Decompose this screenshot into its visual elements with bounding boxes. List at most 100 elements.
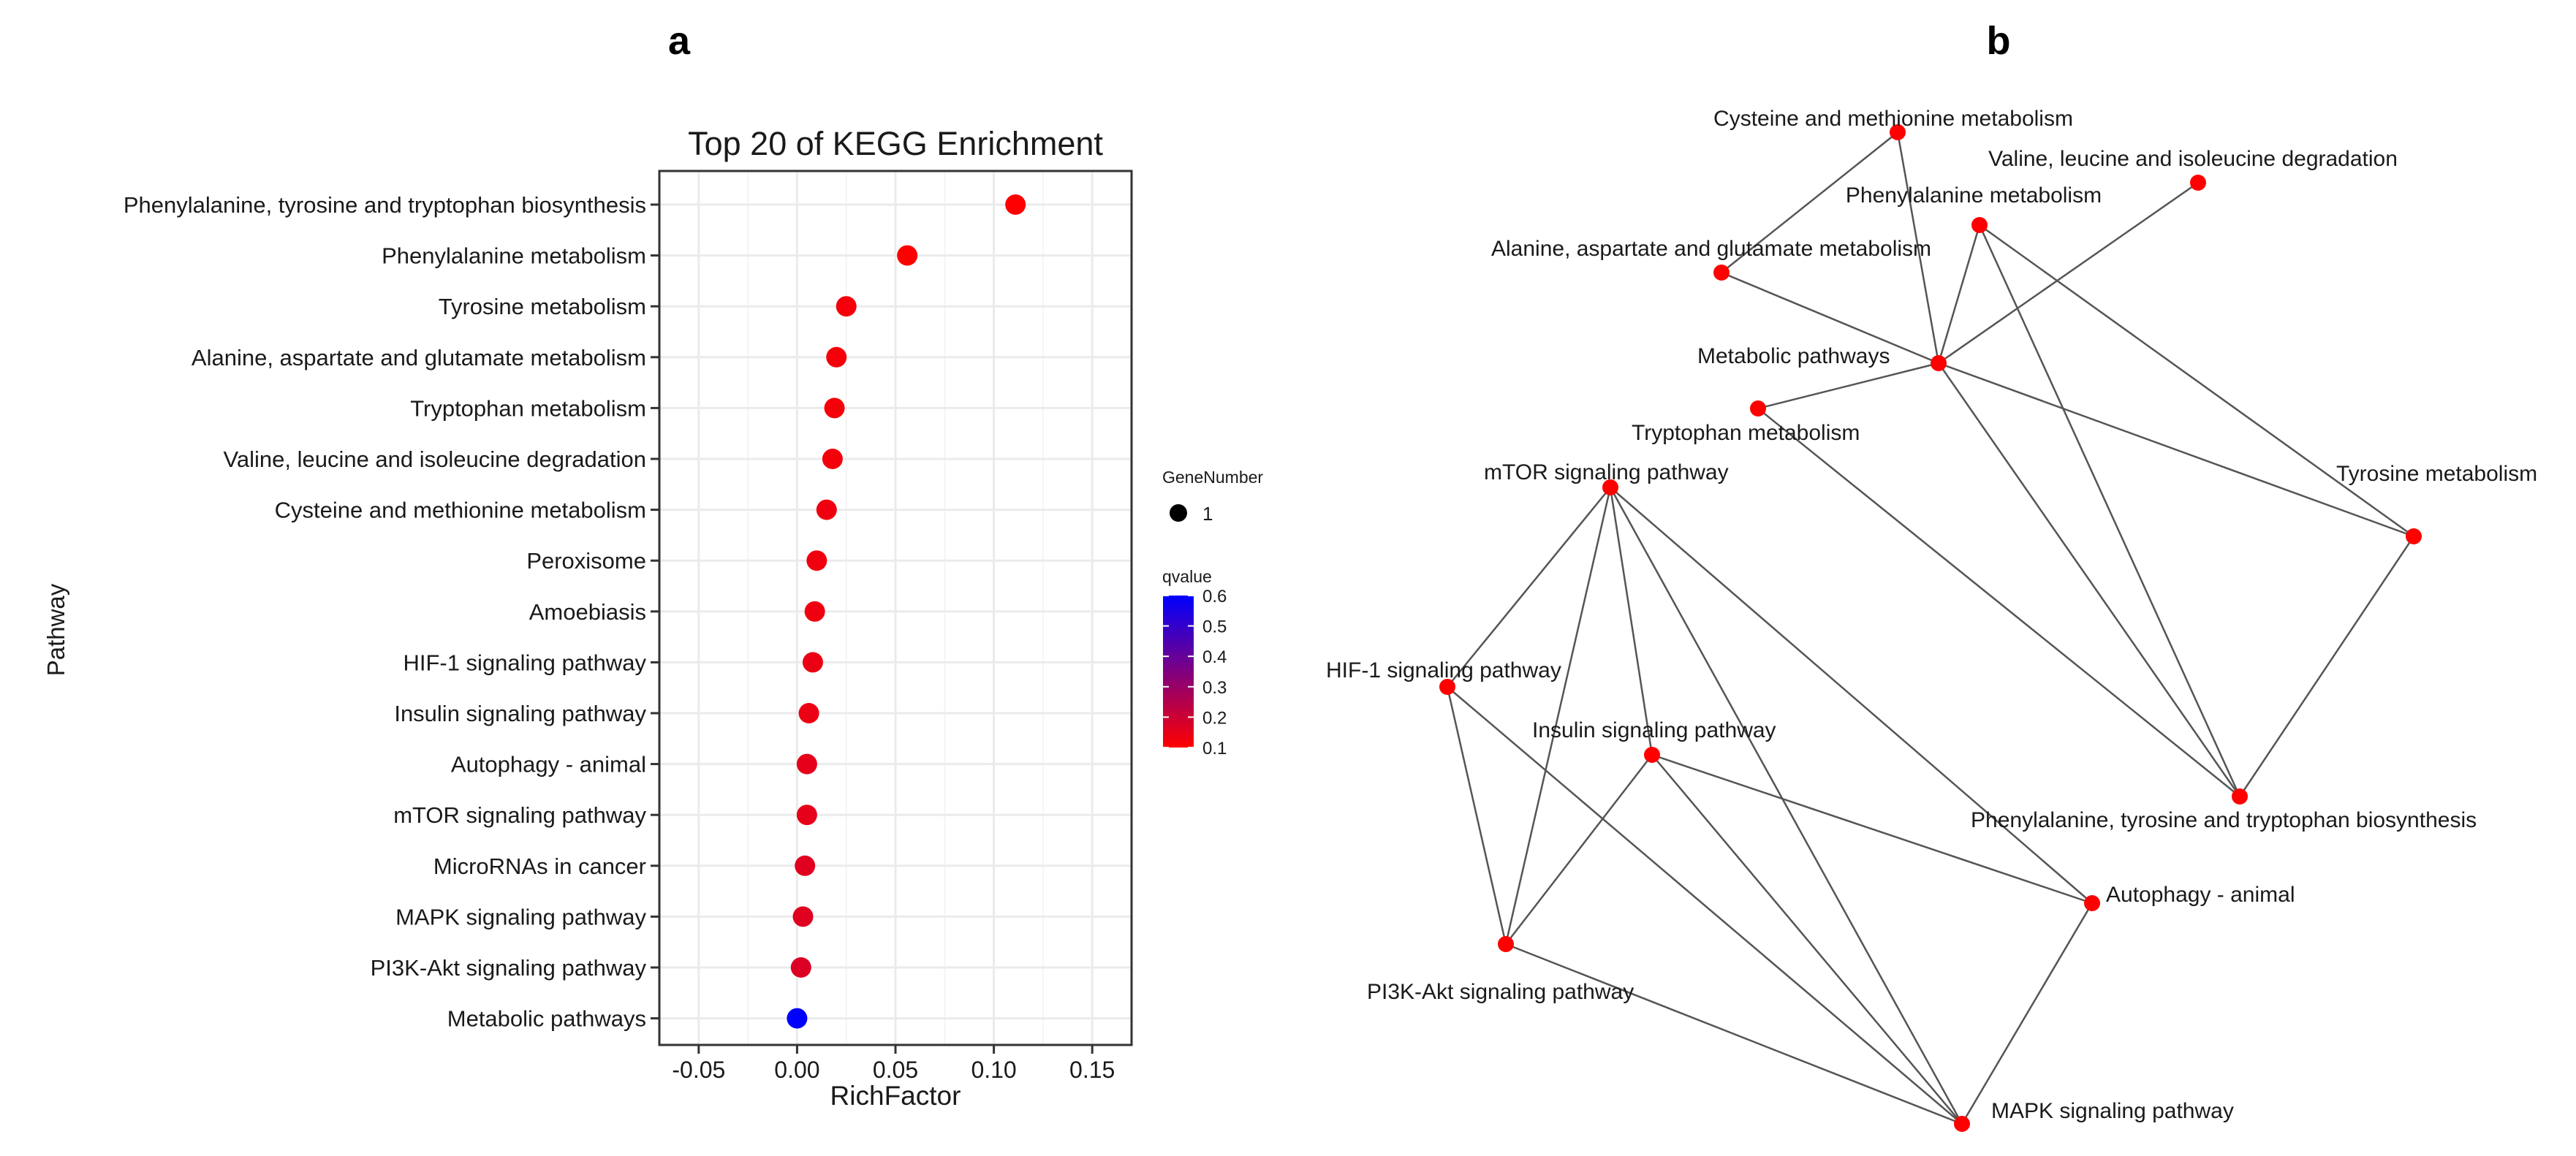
y-tick-label: Tyrosine metabolism [439, 294, 646, 319]
color-legend-bar [1163, 596, 1194, 748]
network-node-hif [1439, 679, 1455, 695]
color-legend-tick-label: 0.5 [1202, 617, 1227, 637]
network-node-label: Autophagy - animal [2106, 883, 2295, 907]
network-node-trp [1750, 400, 1766, 417]
data-point [796, 753, 817, 775]
color-legend-tick-label: 0.6 [1202, 587, 1227, 606]
network-node-mapk [1954, 1116, 1970, 1132]
x-tick-label: 0.00 [774, 1057, 819, 1083]
data-point [1005, 194, 1026, 215]
network-edge [1757, 408, 2240, 797]
network-edge [1447, 487, 1611, 688]
network-node-phe [1971, 217, 1988, 233]
network-edges [1446, 132, 2415, 1125]
network-edge [1938, 181, 2199, 365]
y-tick-label: Cysteine and methionine metabolism [275, 498, 646, 523]
x-tick-label: 0.05 [873, 1057, 918, 1083]
network-node-pi3k [1498, 936, 1514, 952]
data-point [824, 398, 845, 419]
y-tick-label: Insulin signaling pathway [394, 701, 646, 726]
data-point [790, 957, 811, 978]
network-edge [1651, 753, 2093, 905]
data-point [792, 906, 814, 927]
network-edge [1937, 224, 1981, 364]
network-edge [1609, 487, 1963, 1125]
y-tick-label: mTOR signaling pathway [393, 802, 646, 828]
network-edge [1721, 132, 1898, 273]
network-node-ala [1713, 265, 1730, 281]
grid [659, 171, 1132, 1045]
plot-panel-border [658, 170, 1133, 1046]
data-point [802, 652, 823, 673]
network-edge [1610, 487, 2093, 904]
data-point [787, 1008, 808, 1029]
legend: GeneNumber 1 qvalue 0.6 0.5 0.4 0.3 0.2 0.1 [1162, 468, 1263, 758]
color-legend-title: qvalue [1162, 567, 1212, 586]
network-node-label: Cysteine and methionine metabolism [1713, 107, 2073, 131]
network-node-cys [1890, 124, 1906, 140]
data-point [822, 449, 843, 469]
x-axis-title: RichFactor [830, 1081, 961, 1111]
panel-label-a: a [668, 19, 691, 63]
y-tick-label: Tryptophan metabolism [410, 395, 646, 421]
network-edge [1447, 686, 1963, 1125]
network-edge [1721, 271, 1939, 365]
panel-label-b: b [1987, 19, 2011, 63]
pathway-network: Cysteine and methionine metabolism Valine… [1326, 107, 2537, 1132]
network-node-label: HIF-1 signaling pathway [1326, 658, 1561, 682]
kegg-enrichment-dot-plot: Top 20 of KEGG Enrichment RichFactor Pat… [42, 125, 1263, 1111]
y-tick-label: MicroRNAs in cancer [433, 853, 646, 879]
size-legend-title: GeneNumber [1162, 468, 1263, 487]
y-tick-label: Alanine, aspartate and glutamate metabol… [192, 345, 646, 370]
network-node-label: Valine, leucine and isoleucine degradati… [1988, 147, 2398, 171]
network-node-label: Alanine, aspartate and glutamate metabol… [1491, 237, 1931, 261]
network-edge [1896, 132, 1940, 364]
data-point [806, 550, 827, 571]
network-edge [1504, 487, 1612, 945]
network-edge [1651, 754, 1963, 1125]
network-edge [2238, 536, 2415, 797]
y-tick-label: PI3K-Akt signaling pathway [371, 955, 647, 981]
network-node-label: Phenylalanine metabolism [1846, 183, 2102, 208]
network-node-labels: Cysteine and methionine metabolism Valine… [1326, 107, 2537, 1123]
x-tick-label: -0.05 [672, 1057, 725, 1083]
network-edge [1757, 362, 1939, 410]
chart-title: Top 20 of KEGG Enrichment [688, 125, 1103, 162]
network-node-val [2190, 175, 2206, 191]
network-node-ins [1644, 747, 1660, 763]
network-nodes [1439, 124, 2422, 1132]
network-edge [1978, 224, 2241, 797]
y-tick-label: Phenylalanine, tyrosine and tryptophan b… [124, 192, 646, 218]
y-tick-label: Peroxisome [526, 548, 646, 574]
data-point [836, 296, 857, 317]
network-edge [1446, 686, 1507, 945]
network-edge [1938, 362, 2414, 538]
network-edge [1505, 754, 1653, 945]
network-edge [1937, 362, 2241, 797]
y-tick-label: HIF-1 signaling pathway [403, 650, 646, 675]
data-points [787, 194, 1026, 1029]
y-axis-title: Pathway [42, 583, 69, 676]
network-node-label: Tyrosine metabolism [2336, 462, 2537, 486]
data-point [795, 855, 816, 876]
network-node-met [1931, 355, 1947, 371]
network-node-label: mTOR signaling pathway [1484, 460, 1729, 484]
y-tick-label: Phenylalanine metabolism [382, 243, 646, 269]
network-node-mtor [1602, 479, 1618, 495]
color-legend-tick-label: 0.4 [1202, 647, 1227, 667]
network-edge [1505, 943, 1963, 1125]
network-node-label: Metabolic pathways [1697, 344, 1890, 368]
network-node-label: MAPK signaling pathway [1991, 1099, 2234, 1123]
y-tick-label: Metabolic pathways [447, 1006, 646, 1032]
data-point [798, 703, 819, 723]
size-legend-label: 1 [1202, 503, 1213, 525]
color-legend-tick-label: 0.3 [1202, 678, 1227, 698]
data-point [804, 601, 825, 622]
network-node-tyr [2406, 528, 2422, 544]
network-node-label: Phenylalanine, tyrosine and tryptophan b… [1971, 808, 2477, 832]
y-tick-label: Valine, leucine and isoleucine degradati… [223, 446, 646, 472]
size-legend-key [1170, 504, 1187, 522]
data-point [796, 805, 817, 826]
x-tick-label: 0.10 [971, 1057, 1016, 1083]
